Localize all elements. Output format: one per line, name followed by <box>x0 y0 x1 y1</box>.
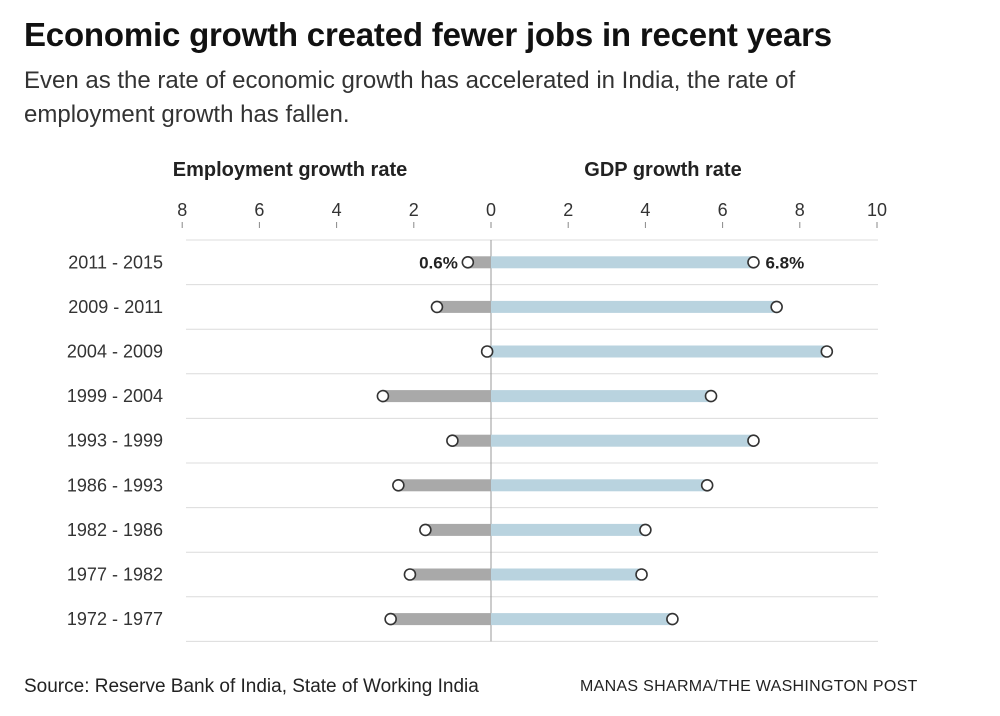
category-label: 2011 - 2015 <box>68 252 163 272</box>
employment-point <box>430 300 444 314</box>
x-tick-label-right: 8 <box>795 200 805 220</box>
gdp-point <box>747 255 760 269</box>
employment-bar <box>425 523 491 536</box>
x-tick-label-right: 4 <box>640 200 650 220</box>
employment-bar <box>382 390 491 403</box>
x-tick-label-zero: 0 <box>486 200 496 220</box>
x-tick-label-right: 2 <box>563 200 573 220</box>
gdp-point <box>666 612 679 626</box>
employment-point <box>403 568 417 581</box>
gdp-bar <box>491 300 777 313</box>
category-label: 1982 - 1986 <box>67 520 163 540</box>
gdp-bar <box>491 523 646 536</box>
chart-title: Economic growth created fewer jobs in re… <box>24 16 832 53</box>
category-label: 1977 - 1982 <box>67 565 163 585</box>
employment-bar <box>390 613 491 626</box>
gdp-point <box>700 478 714 492</box>
gdp-point <box>820 345 834 358</box>
employment-point <box>392 478 405 492</box>
gdp-point <box>747 434 760 448</box>
gdp-bar <box>491 613 673 626</box>
x-tick-label-left: 6 <box>254 200 264 220</box>
category-label: 1972 - 1977 <box>67 609 163 629</box>
x-tick-label-right: 6 <box>718 200 728 220</box>
gdp-bar <box>491 479 708 492</box>
employment-bar <box>436 300 491 313</box>
x-tick-label-left: 8 <box>177 200 187 220</box>
employment-point <box>461 255 475 269</box>
employment-point <box>384 612 397 626</box>
employment-point <box>480 345 494 358</box>
category-label: 1999 - 2004 <box>67 386 163 406</box>
gdp-point <box>639 523 652 537</box>
gdp-bar <box>491 390 712 403</box>
gdp-point <box>635 568 648 581</box>
gdp-bar <box>491 256 754 269</box>
category-label: 1993 - 1999 <box>67 431 163 451</box>
source-note: Source: Reserve Bank of India, State of … <box>24 676 479 697</box>
x-tick-label-left: 2 <box>409 200 419 220</box>
gdp-bar <box>491 434 754 447</box>
employment-bar <box>452 434 491 447</box>
employment-point <box>419 523 432 537</box>
employment-panel-header: Employment growth rate <box>173 159 407 181</box>
employment-bar <box>409 568 491 581</box>
category-label: 2004 - 2009 <box>67 342 163 362</box>
x-tick-label-right: 10 <box>867 200 887 220</box>
credit-line: MANAS SHARMA/THE WASHINGTON POST <box>580 678 918 695</box>
gdp-data-label: 6.8% <box>765 253 804 272</box>
gdp-point <box>770 300 783 314</box>
gdp-bar <box>491 345 827 358</box>
chart-subtitle: Even as the rate of economic growth has … <box>24 67 796 128</box>
category-label: 1986 - 1993 <box>67 475 163 495</box>
category-label: 2009 - 2011 <box>68 297 163 317</box>
gdp-panel-header: GDP growth rate <box>584 159 741 181</box>
gdp-bar <box>491 568 642 581</box>
employment-bar <box>398 479 491 492</box>
x-tick-label-left: 4 <box>332 200 342 220</box>
employment-point <box>446 434 459 448</box>
employment-data-label: 0.6% <box>419 253 458 272</box>
employment-bar <box>467 256 491 269</box>
employment-point <box>376 389 390 403</box>
gdp-point <box>704 389 718 403</box>
